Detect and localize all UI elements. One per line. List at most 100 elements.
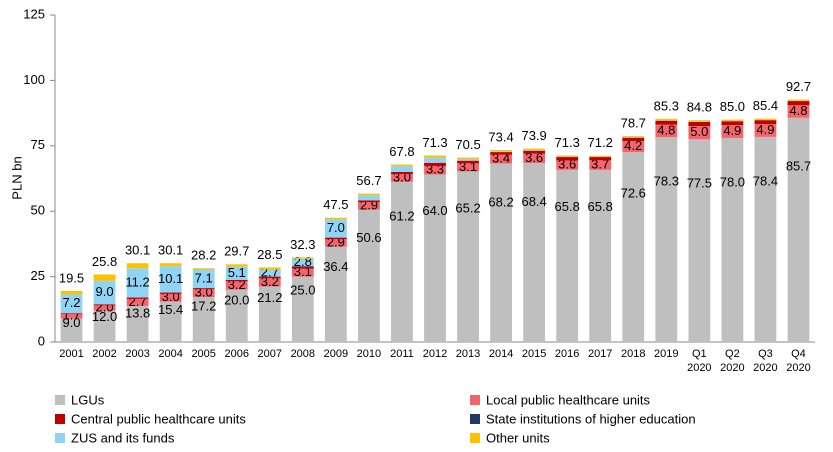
bar-segment xyxy=(60,290,83,295)
bar-segment xyxy=(424,155,446,158)
legend-label: Other units xyxy=(486,430,550,445)
bar-segment xyxy=(192,297,215,342)
x-tick-label: 2004 xyxy=(158,348,183,360)
legend-swatch xyxy=(55,433,65,443)
bar-segment xyxy=(490,154,512,164)
data-label: 17.2 xyxy=(191,298,216,313)
bar-segment xyxy=(324,239,347,247)
total-label: 30.1 xyxy=(125,243,150,258)
total-label: 25.8 xyxy=(92,254,117,269)
data-label: 65.2 xyxy=(455,200,480,215)
x-tick-label: Q2 2020 xyxy=(720,348,745,374)
bar-segment xyxy=(688,126,711,140)
bar-segment xyxy=(556,156,579,158)
data-label: 7.1 xyxy=(195,270,213,285)
data-label: 72.6 xyxy=(621,185,646,200)
bar-segment xyxy=(358,193,380,196)
x-tick-label: 2017 xyxy=(587,348,613,360)
total-label: 71.3 xyxy=(422,135,447,150)
bar-segment xyxy=(192,268,215,270)
legend-swatch xyxy=(55,395,65,405)
bar-segment xyxy=(424,157,446,163)
bar-segment xyxy=(291,258,314,267)
bar-segment xyxy=(291,257,314,259)
bar-segment xyxy=(655,120,678,125)
bar-segment xyxy=(358,200,380,203)
data-label: 15.4 xyxy=(158,302,183,317)
bar-segment xyxy=(159,263,182,267)
bar-segment xyxy=(622,137,645,142)
data-label: 77.5 xyxy=(687,175,712,190)
bar-segment xyxy=(622,141,645,153)
x-tick-label: 2001 xyxy=(59,348,84,360)
bar-segment xyxy=(490,151,512,153)
data-label: 5.1 xyxy=(228,265,246,280)
data-label: 3.7 xyxy=(591,156,609,171)
bar-segment xyxy=(622,136,645,138)
y-tick-label: 50 xyxy=(31,203,45,218)
data-label: 65.8 xyxy=(588,199,613,214)
x-tick-label: 2003 xyxy=(125,348,150,360)
bar-segment xyxy=(324,219,347,238)
data-label: 78.3 xyxy=(654,174,679,189)
data-label: 7.0 xyxy=(327,220,345,235)
total-label: 29.7 xyxy=(224,244,249,259)
x-tick-label: 2007 xyxy=(257,348,282,360)
bar-segment xyxy=(126,298,149,306)
total-label: 32.3 xyxy=(290,237,315,252)
bar-segment xyxy=(225,281,248,290)
total-label: 84.8 xyxy=(687,100,712,115)
y-axis-title: PLN bn xyxy=(9,156,24,199)
total-label: 92.7 xyxy=(786,79,811,94)
data-label: 85.7 xyxy=(786,159,811,174)
bar-segment xyxy=(324,237,347,240)
legend-swatch xyxy=(470,395,480,405)
bar-segment xyxy=(556,157,579,161)
bar-segment xyxy=(291,268,314,277)
bar-segment xyxy=(258,276,281,279)
bar-segment xyxy=(291,276,314,342)
bar-segment xyxy=(225,289,248,342)
legend-swatch xyxy=(55,414,65,424)
bar-segment xyxy=(754,124,777,137)
legend-swatch xyxy=(470,433,480,443)
bar-segment xyxy=(457,159,479,161)
x-tick-label: 2012 xyxy=(422,348,448,360)
legend-swatch xyxy=(470,414,480,424)
legend-label: Central public healthcare units xyxy=(71,411,246,426)
bar-segment xyxy=(688,121,711,122)
bar-segment xyxy=(523,153,546,164)
legend-label: State institutions of higher education xyxy=(486,411,696,426)
data-label: 4.8 xyxy=(789,103,807,118)
legend-label: ZUS and its funds xyxy=(71,430,175,445)
bar-segment xyxy=(457,157,479,160)
bar-segment xyxy=(556,160,579,170)
x-tick-label: Q3 2020 xyxy=(753,348,778,374)
x-tick-label: 2010 xyxy=(356,348,382,360)
data-label: 7.2 xyxy=(62,295,80,310)
data-label: 61.2 xyxy=(389,209,414,224)
data-label: 21.2 xyxy=(257,290,282,305)
total-label: 71.2 xyxy=(588,135,613,150)
bar-segment xyxy=(192,288,215,290)
bar-segment xyxy=(754,120,777,125)
bar-segment xyxy=(754,136,777,342)
bar-segment xyxy=(391,181,413,342)
bar-segment xyxy=(391,174,413,182)
bar-segment xyxy=(93,274,116,281)
bar-segment xyxy=(324,246,347,342)
x-tick-label: Q1 2020 xyxy=(687,348,712,374)
data-label: 4.8 xyxy=(657,122,675,137)
data-label: 2.8 xyxy=(294,254,312,269)
bar-segment xyxy=(159,301,182,342)
bar-segment xyxy=(523,148,546,150)
bar-segment xyxy=(258,278,281,287)
data-label: 10.1 xyxy=(158,271,183,286)
bar-segment xyxy=(93,280,116,305)
x-tick-label: 2015 xyxy=(521,348,547,360)
bar-segment xyxy=(358,195,380,201)
x-tick-label: 2014 xyxy=(488,348,514,360)
data-label: 25.0 xyxy=(290,282,315,297)
bar-segment xyxy=(424,162,446,166)
